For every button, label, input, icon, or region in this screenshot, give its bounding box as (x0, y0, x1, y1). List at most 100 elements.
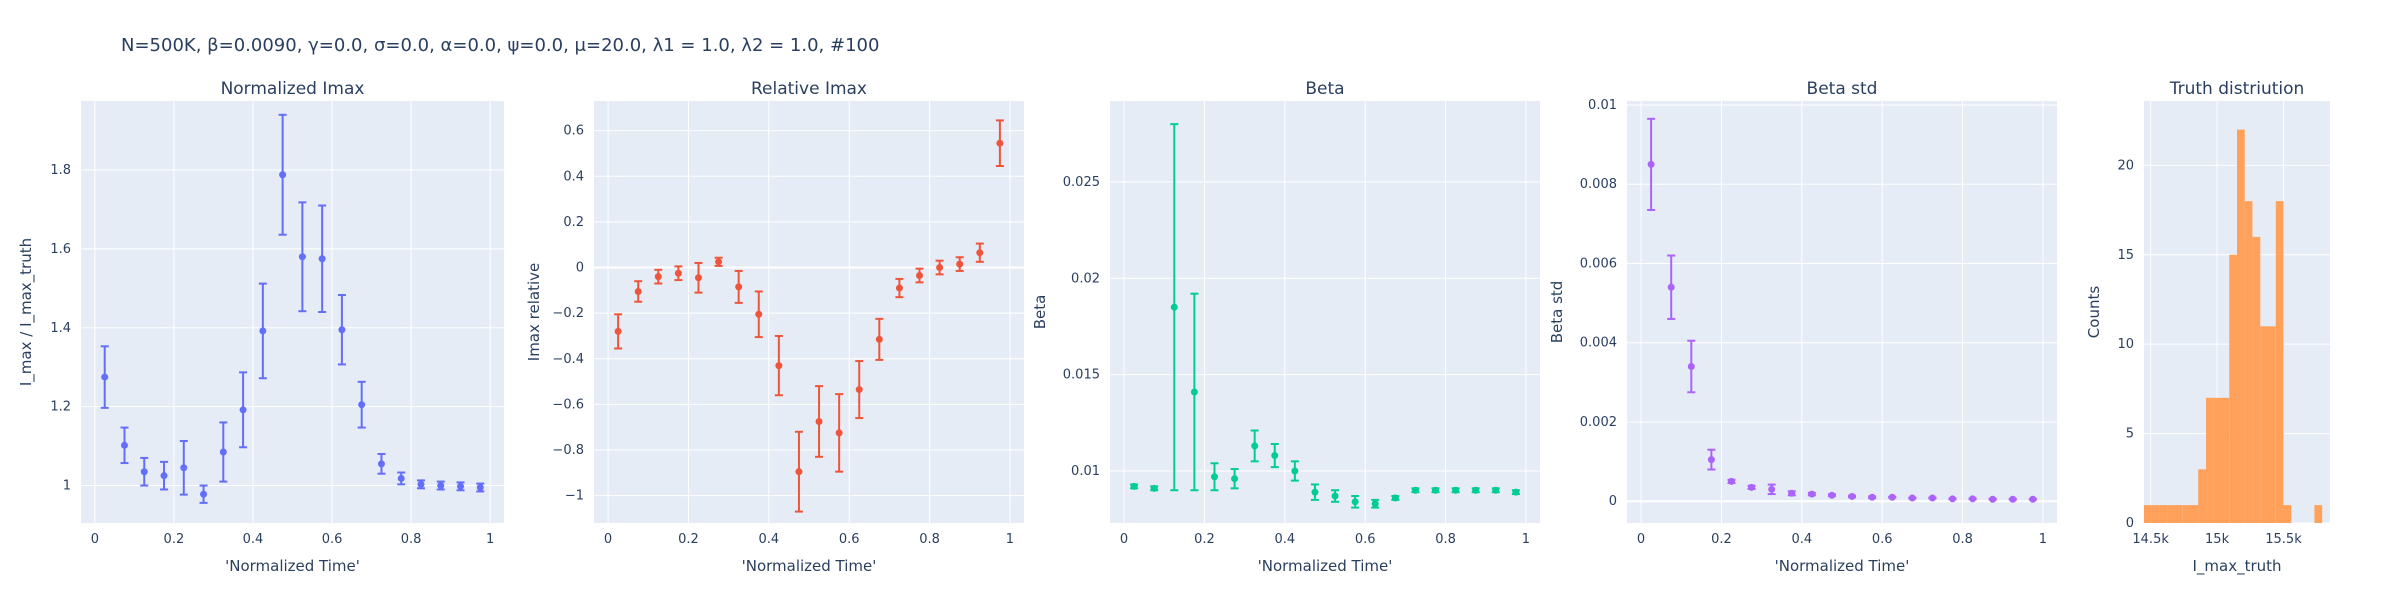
x-tick-label: 0 (604, 532, 612, 547)
y-tick-label: 10 (2117, 337, 2134, 352)
x-tick-label: 0 (91, 532, 99, 547)
subplots: 0 0.2 0.4 0.6 0.8 1 1 1.2 1.4 1.6 1.8 Normalized Im… (17, 79, 2330, 576)
data-point (875, 335, 883, 343)
data-point (1512, 488, 1520, 496)
data-point (1231, 475, 1239, 483)
data-point (1647, 160, 1655, 168)
subplot-4: 0 0.2 0.4 0.6 0.8 1 0 0.002 0.004 0.006 0.008 0.01 B… (1548, 79, 2057, 575)
histogram-bar (2151, 505, 2160, 523)
subplot-title: Beta (1305, 79, 1344, 99)
data-point (1888, 493, 1896, 501)
data-point (855, 386, 863, 394)
y-tick-label: 5 (2126, 427, 2134, 442)
x-tick-label: 0.6 (839, 532, 860, 547)
data-point (996, 139, 1004, 147)
data-point (1768, 485, 1776, 493)
x-tick-label: 1 (1006, 532, 1014, 547)
y-axis-label: I_max / I_max_truth (17, 238, 36, 386)
data-point (1687, 362, 1695, 370)
y-tick-label: −0.2 (552, 306, 584, 321)
x-axis-label: 'Normalized Time' (1258, 557, 1393, 575)
x-tick-label: 0.2 (1194, 532, 1215, 547)
x-tick-label: 0.8 (1435, 532, 1456, 547)
x-tick-label: 0 (1637, 532, 1645, 547)
data-point (976, 249, 984, 257)
data-point (1251, 442, 1259, 450)
data-point (654, 273, 662, 281)
x-tick-label: 0.8 (1952, 532, 1973, 547)
x-tick-label: 0.4 (1274, 532, 1295, 547)
histogram-bar (2314, 505, 2323, 523)
y-axis-label: Counts (2085, 286, 2103, 339)
data-point (437, 482, 445, 490)
x-tick-label: 0.6 (1872, 532, 1893, 547)
x-tick-label: 0.2 (1711, 532, 1732, 547)
data-point (318, 255, 326, 263)
data-point (815, 417, 823, 425)
data-point (1848, 492, 1856, 500)
data-point (180, 464, 188, 472)
y-tick-label: 0 (576, 261, 584, 276)
data-point (298, 253, 306, 261)
data-point (916, 272, 924, 280)
histogram-bar (2206, 397, 2214, 523)
data-point (614, 327, 622, 335)
x-axis-label: 'Normalized Time' (225, 557, 360, 575)
data-point (795, 468, 803, 476)
data-point (1130, 482, 1138, 490)
y-tick-label: 0.4 (563, 169, 584, 184)
subplot-3: 0 0.2 0.4 0.6 0.8 1 0.01 0.015 0.02 0.025 Beta 'Nor… (1031, 79, 1540, 575)
y-tick-label: 0 (1609, 494, 1617, 509)
histogram-bar (2229, 254, 2238, 523)
x-tick-label: 0.8 (919, 532, 940, 547)
y-tick-label: 0.025 (1063, 175, 1100, 190)
data-point (1271, 452, 1279, 460)
histogram-bar (2275, 201, 2284, 523)
subplot-title: Normalized Imax (221, 79, 365, 99)
data-point (279, 171, 287, 179)
data-point (1788, 489, 1796, 497)
data-point (120, 441, 128, 449)
y-tick-label: 0.01 (1588, 98, 1617, 113)
data-point (338, 326, 346, 334)
histogram-bar (2190, 505, 2199, 523)
subplot-title: Beta std (1807, 79, 1878, 99)
data-point (1808, 490, 1816, 498)
histogram-bar (2237, 129, 2245, 523)
y-tick-label: 15 (2117, 248, 2134, 263)
y-tick-label: 0.01 (1071, 464, 1100, 479)
data-point (1868, 493, 1876, 501)
data-point (755, 310, 763, 318)
data-point (835, 429, 843, 437)
histogram-bar (2174, 505, 2183, 523)
data-point (1492, 486, 1500, 494)
data-point (457, 482, 465, 490)
y-tick-label: 0.004 (1580, 336, 1617, 351)
data-point (358, 401, 366, 409)
y-axis-label: Imax relative (525, 263, 543, 361)
data-point (1170, 303, 1178, 311)
y-tick-label: 0.006 (1580, 256, 1617, 271)
data-point (1908, 494, 1916, 502)
y-tick-label: 0.002 (1580, 415, 1617, 430)
series (614, 119, 1004, 513)
histogram-bar (2283, 505, 2292, 523)
y-tick-label: 1.2 (50, 400, 71, 415)
data-point (1667, 283, 1675, 291)
y-tick-label: 20 (2117, 158, 2134, 173)
data-point (634, 287, 642, 295)
figure-title: N=500K, β=0.0090, γ=0.0, σ=0.0, α=0.0, ψ… (121, 35, 879, 56)
histogram-bar (2244, 201, 2253, 523)
data-point (219, 448, 227, 456)
series (1130, 123, 1520, 509)
data-point (377, 460, 385, 468)
y-tick-label: 0.6 (563, 124, 584, 139)
y-tick-label: 1.8 (50, 163, 71, 178)
histogram-bar (2267, 326, 2276, 523)
subplot-title: Relative Imax (751, 79, 867, 99)
x-tick-label: 0.4 (1791, 532, 1812, 547)
data-point (1949, 495, 1957, 503)
x-tick-label: 15k (2205, 532, 2230, 547)
data-point (1291, 467, 1299, 475)
